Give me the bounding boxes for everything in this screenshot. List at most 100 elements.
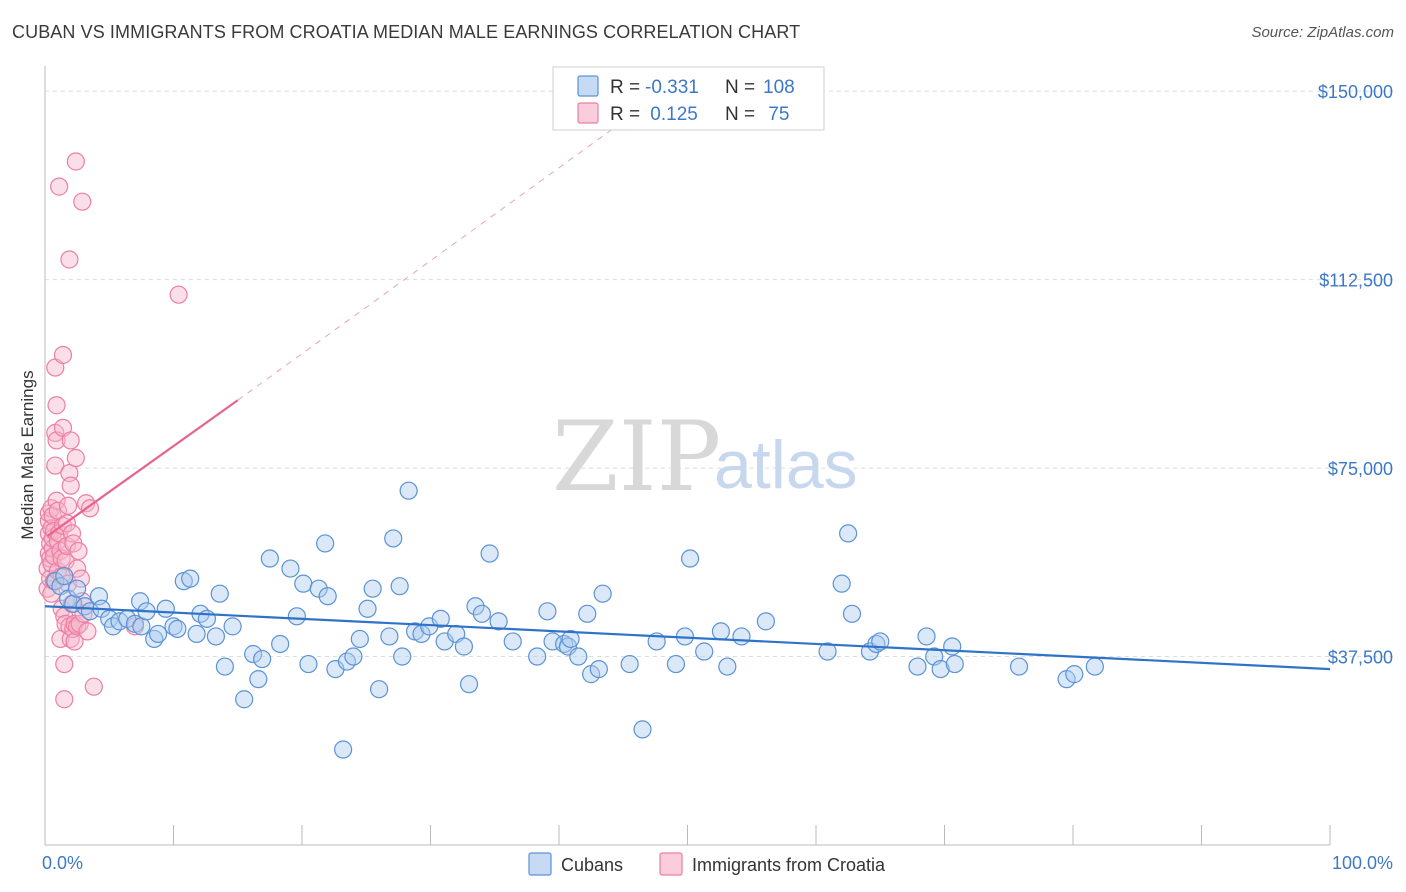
legend-n-label-croatia: N = bbox=[725, 104, 755, 125]
cuban-point bbox=[235, 690, 254, 709]
source-label: Source: ZipAtlas.com bbox=[1251, 24, 1394, 41]
cuban-point bbox=[271, 634, 290, 654]
croatia-point bbox=[73, 192, 92, 211]
legend-r-label-cubans: R = bbox=[610, 77, 640, 98]
cuban-point bbox=[538, 602, 557, 621]
croatia-point bbox=[55, 654, 74, 674]
cuban-trend-line bbox=[44, 605, 1331, 671]
croatia-point bbox=[80, 499, 100, 518]
cuban-point bbox=[589, 659, 608, 679]
cuban-point bbox=[384, 529, 403, 548]
cuban-point bbox=[253, 649, 272, 669]
croatia-point bbox=[69, 541, 88, 561]
watermark-zip: ZIP bbox=[552, 401, 721, 513]
y-tick-label: $150,000 bbox=[1318, 82, 1393, 102]
cuban-point bbox=[945, 654, 964, 674]
y-tick-label: $112,500 bbox=[1319, 271, 1393, 291]
cuban-point bbox=[1065, 665, 1084, 684]
cuban-points bbox=[46, 481, 1104, 759]
cuban-point bbox=[718, 657, 737, 676]
cuban-point bbox=[472, 604, 491, 623]
series-legend-swatch-cubans bbox=[528, 852, 552, 876]
croatia-point bbox=[46, 456, 65, 475]
legend-n-value-cubans: 108 bbox=[763, 77, 795, 98]
cuban-point bbox=[839, 524, 858, 543]
cuban-point bbox=[148, 624, 168, 644]
cuban-point bbox=[431, 609, 450, 628]
croatia-point bbox=[169, 285, 188, 304]
cuban-point bbox=[294, 574, 313, 593]
cuban-point bbox=[917, 627, 936, 646]
cuban-point bbox=[480, 544, 499, 563]
cuban-point bbox=[593, 584, 612, 603]
cuban-point bbox=[287, 607, 306, 626]
cuban-point bbox=[358, 599, 377, 618]
x-tick-label: 100.0% bbox=[1332, 853, 1393, 873]
cuban-point bbox=[132, 617, 151, 636]
cuban-point bbox=[711, 622, 731, 641]
cuban-point bbox=[393, 647, 412, 666]
croatia-point bbox=[66, 152, 85, 171]
croatia-point bbox=[66, 448, 85, 468]
legend-r-value-croatia: 0.125 bbox=[645, 104, 698, 125]
watermark: ZIP atlas bbox=[552, 401, 858, 513]
cuban-point bbox=[363, 579, 382, 598]
cuban-point bbox=[156, 599, 175, 618]
cuban-point bbox=[130, 592, 150, 611]
cuban-point bbox=[46, 572, 65, 591]
cuban-point bbox=[244, 644, 263, 664]
cuban-point bbox=[318, 587, 337, 606]
croatia-point bbox=[78, 622, 97, 641]
croatia-point bbox=[59, 496, 78, 515]
legend-swatch-cubans bbox=[577, 75, 599, 97]
series-legend-label-cubans: Cubans bbox=[561, 855, 623, 875]
cuban-point bbox=[633, 720, 652, 739]
cuban-point bbox=[399, 481, 418, 500]
cuban-point bbox=[187, 624, 206, 644]
cuban-point bbox=[206, 627, 226, 646]
cuban-point bbox=[466, 597, 485, 616]
cuban-point bbox=[390, 577, 409, 596]
croatia-point bbox=[55, 690, 74, 709]
cuban-point bbox=[832, 574, 851, 593]
tick-labels: $37,500 $75,000 $112,500 $150,000 0.0% 100.0% bbox=[42, 82, 1393, 873]
croatia-point bbox=[47, 396, 66, 415]
cuban-point bbox=[561, 629, 580, 649]
cuban-point bbox=[299, 654, 318, 674]
cuban-point bbox=[80, 602, 100, 621]
cuban-point bbox=[569, 647, 588, 666]
croatia-point bbox=[61, 476, 80, 495]
cuban-point bbox=[578, 604, 597, 623]
cuban-point bbox=[908, 657, 927, 676]
cuban-point bbox=[503, 632, 522, 651]
cuban-point bbox=[223, 617, 242, 636]
cuban-point bbox=[350, 629, 369, 649]
croatia-trend-extension bbox=[237, 120, 624, 401]
cuban-point bbox=[249, 670, 268, 689]
y-tick-label: $75,000 bbox=[1328, 459, 1393, 479]
cuban-point bbox=[842, 604, 862, 623]
cuban-point bbox=[181, 569, 200, 588]
cuban-point bbox=[620, 654, 639, 674]
y-tick-label: $37,500 bbox=[1328, 648, 1393, 668]
croatia-trend-line bbox=[46, 399, 239, 537]
croatia-point bbox=[61, 431, 80, 450]
stats-legend: R = -0.331 N = 108 R = 0.125 N = 75 bbox=[552, 66, 825, 131]
grid-layer bbox=[45, 90, 1395, 658]
cuban-point bbox=[344, 647, 363, 666]
cuban-point bbox=[55, 567, 74, 586]
cuban-point bbox=[680, 549, 700, 568]
x-tick-label: 0.0% bbox=[42, 853, 83, 873]
cuban-point bbox=[370, 680, 389, 699]
cuban-point bbox=[334, 740, 353, 759]
axis-layer bbox=[44, 66, 1331, 846]
cuban-point bbox=[732, 627, 751, 646]
legend-n-label-cubans: N = bbox=[725, 77, 755, 98]
cuban-point bbox=[528, 647, 547, 666]
cuban-point bbox=[943, 637, 962, 656]
cuban-point bbox=[260, 549, 279, 568]
cuban-point bbox=[215, 657, 234, 676]
cuban-point bbox=[454, 637, 474, 656]
cuban-point bbox=[380, 627, 399, 646]
